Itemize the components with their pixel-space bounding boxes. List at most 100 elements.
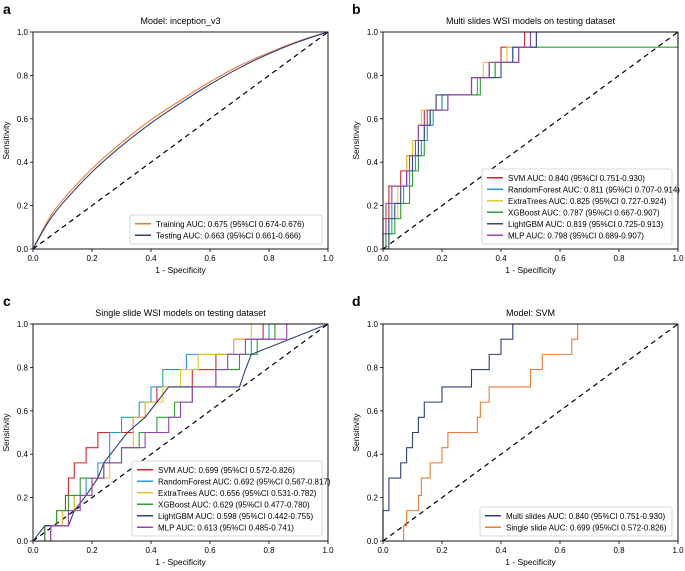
panel-label-a: a	[3, 1, 11, 17]
chart-title: Single slide WSI models on testing datas…	[95, 308, 266, 318]
reference-diagonal	[382, 323, 679, 542]
legend-entry: MLP AUC: 0.613 (95%CI 0.485-0.741)	[158, 523, 294, 532]
y-tick-label: 0.8	[17, 363, 29, 372]
y-tick-label: 0.4	[367, 450, 379, 459]
y-axis-label: Sensitivity	[1, 413, 11, 452]
y-tick-label: 0.6	[367, 407, 379, 416]
y-tick-label: 0.8	[367, 71, 379, 80]
y-tick-label: 0.2	[17, 202, 29, 211]
panel-d: d Model: SVM 0.0 0.2 0.4 0.6 0.8 1.0 0.0 0.2 0.4 0.…	[351, 293, 684, 567]
legend-entry: MLP AUC: 0.798 (95%CI 0.689-0.907)	[508, 231, 644, 240]
y-tick-label: 0.0	[17, 245, 29, 254]
legend-entry: XGBoost AUC: 0.787 (95%CI 0.667-0.907)	[508, 208, 660, 217]
legend-box	[481, 168, 673, 245]
x-tick-label: 0.2	[86, 546, 98, 555]
x-tick-label: 0.8	[613, 254, 625, 263]
y-tick-label: 0.2	[367, 494, 379, 503]
roc-curve	[382, 323, 678, 541]
x-tick-label: 0.8	[263, 546, 275, 555]
chart-title: Multi slides WSI models on testing datas…	[446, 16, 616, 26]
x-tick-label: 0.0	[27, 254, 39, 263]
x-tick-label: 0.4	[145, 254, 157, 263]
x-axis-label: 1 - Specificity	[155, 265, 206, 275]
y-tick-label: 0.4	[17, 158, 29, 167]
legend-entry: Training AUC: 0.675 (95%CI 0.674-0.676)	[156, 220, 305, 229]
y-tick-label: 0.6	[367, 115, 379, 124]
roc-curve	[32, 323, 329, 542]
roc-curve	[32, 31, 329, 250]
roc-curve	[33, 323, 328, 542]
y-tick-label: 0.0	[367, 537, 379, 546]
y-tick-label: 0.0	[17, 537, 29, 546]
legend: SVM AUC: 0.699 (95%CI 0.572-0.826) Random…	[131, 460, 331, 537]
reference-diagonal	[32, 323, 329, 542]
x-tick-label: 0.6	[554, 254, 566, 263]
panel-label-b: b	[352, 1, 361, 17]
y-tick-label: 0.6	[17, 407, 29, 416]
chart-title: Model: SVM	[506, 308, 555, 318]
legend-entry: LightGBM AUC: 0.819 (95%CI 0.725-0.913)	[508, 220, 664, 229]
legend: Training AUC: 0.675 (95%CI 0.674-0.676) T…	[129, 214, 323, 245]
chart-title: Model: inception_v3	[140, 16, 220, 26]
x-axis-label: 1 - Specificity	[505, 557, 556, 567]
legend-entry: SVM AUC: 0.840 (95%CI 0.751-0.930)	[508, 174, 645, 183]
legend: SVM AUC: 0.840 (95%CI 0.751-0.930) Random…	[481, 168, 680, 245]
x-tick-label: 0.2	[436, 254, 448, 263]
x-tick-label: 0.2	[86, 254, 98, 263]
x-tick-label: 0.0	[27, 546, 39, 555]
x-tick-label: 1.0	[322, 546, 334, 555]
y-tick-label: 0.8	[17, 71, 29, 80]
x-axis-label: 1 - Specificity	[155, 557, 206, 567]
x-tick-label: 0.0	[377, 254, 389, 263]
y-tick-label: 0.6	[17, 115, 29, 124]
x-tick-label: 1.0	[322, 254, 334, 263]
legend: Multi slides AUC: 0.840 (95%CI 0.751-0.9…	[479, 506, 673, 537]
x-tick-label: 0.4	[145, 546, 157, 555]
legend-entry: Testing AUC: 0.663 (95%CI 0.661-0.666)	[156, 231, 301, 240]
legend-box	[129, 214, 323, 245]
panel-label-c: c	[3, 293, 11, 309]
legend-entry: Single slide AUC: 0.699 (95%CI 0.572-0.8…	[506, 523, 667, 532]
legend-entry: LightGBM AUC: 0.598 (95%CI 0.442-0.755)	[158, 512, 314, 521]
y-axis-label: Sensitivity	[351, 413, 361, 452]
y-tick-label: 0.0	[367, 245, 379, 254]
plot-frame	[32, 323, 329, 542]
x-tick-label: 0.8	[613, 546, 625, 555]
roc-curve	[383, 323, 581, 542]
y-tick-label: 0.2	[367, 202, 379, 211]
reference-diagonal	[32, 31, 329, 250]
legend-entry: XGBoost AUC: 0.629 (95%CI 0.477-0.780)	[158, 500, 310, 509]
roc-curve	[382, 31, 678, 249]
legend-entry: RandomForest AUC: 0.811 (95%CI 0.707-0.9…	[508, 185, 680, 194]
roc-curve	[32, 31, 329, 250]
legend-entry: RandomForest AUC: 0.692 (95%CI 0.567-0.8…	[158, 477, 331, 486]
y-tick-label: 0.2	[17, 494, 29, 503]
x-tick-label: 1.0	[672, 254, 684, 263]
y-tick-label: 0.4	[17, 450, 29, 459]
plot-frame	[382, 31, 679, 250]
x-tick-label: 0.6	[554, 546, 566, 555]
panel-c: c Single slide WSI models on testing data…	[1, 293, 334, 567]
y-tick-label: 1.0	[17, 28, 29, 37]
panel-b: b Multi slides WSI models on testing data…	[351, 1, 684, 275]
x-axis-label: 1 - Specificity	[505, 265, 556, 275]
legend-entry: SVM AUC: 0.699 (95%CI 0.572-0.826)	[158, 466, 295, 475]
x-tick-label: 1.0	[672, 546, 684, 555]
x-tick-label: 0.8	[263, 254, 275, 263]
x-tick-label: 0.0	[377, 546, 389, 555]
plot-frame	[382, 323, 679, 542]
legend-entry: Multi slides AUC: 0.840 (95%CI 0.751-0.9…	[506, 512, 666, 521]
legend-entry: ExtraTrees AUC: 0.656 (95%CI 0.531-0.782…	[158, 489, 317, 498]
y-tick-label: 0.4	[367, 158, 379, 167]
y-tick-label: 1.0	[367, 28, 379, 37]
y-tick-label: 0.8	[367, 363, 379, 372]
x-tick-label: 0.6	[204, 546, 216, 555]
legend-box	[131, 460, 323, 537]
panel-a: a Model: inception_v3 0.0 0.2 0.4 0.6 0.8 1.0 0.…	[1, 1, 334, 275]
y-axis-label: Sensitivity	[1, 121, 11, 160]
y-tick-label: 1.0	[17, 320, 29, 329]
plot-frame	[32, 31, 329, 250]
x-tick-label: 0.6	[204, 254, 216, 263]
y-axis-label: Sensitivity	[351, 121, 361, 160]
